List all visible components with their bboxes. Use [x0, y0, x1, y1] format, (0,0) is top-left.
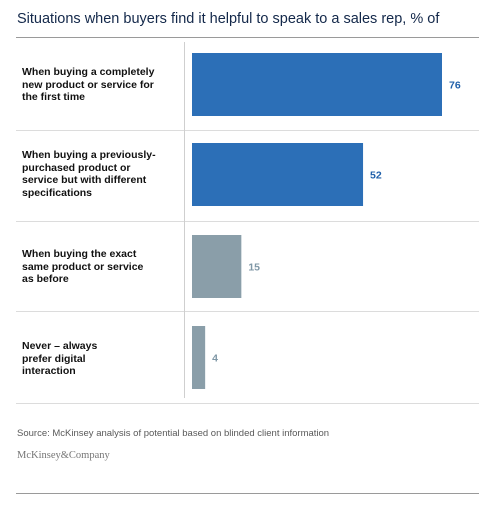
top-rule [16, 37, 479, 38]
category-label-line: Never – always [22, 340, 98, 352]
source-note: Source: McKinsey analysis of potential b… [17, 428, 330, 439]
brand-logo-text: McKinsey&Company [17, 450, 110, 461]
row-separator [16, 221, 479, 222]
category-label-line: service but with different [22, 174, 147, 186]
bar-value-label: 4 [212, 353, 218, 365]
bar-value-label: 76 [449, 80, 461, 92]
category-label: When buying a previously- purchased prod… [22, 149, 177, 199]
row-separator [16, 311, 479, 312]
category-label-line: When buying a completely [22, 66, 155, 78]
category-label-line: new product or service for [22, 78, 154, 91]
bar [192, 53, 442, 116]
category-label-line: same product or service [22, 260, 144, 273]
chart-unit: % of [410, 11, 440, 27]
chart-title-text: Situations when buyers find it helpful t… [17, 11, 407, 27]
category-label: When buying the exact same product or se… [22, 248, 177, 286]
bar [192, 326, 206, 389]
bar [192, 143, 364, 206]
category-label-line: When buying the exact [22, 248, 137, 260]
category-label-line: as before [22, 273, 69, 285]
category-label-line: When buying a previously- [22, 149, 156, 161]
category-label-line: specifications [22, 186, 93, 199]
row-separator [16, 130, 479, 131]
chart-title: Situations when buyers find it helpful t… [17, 11, 439, 27]
bar [192, 235, 242, 298]
category-axis-line [184, 42, 185, 398]
category-label-line: the first time [22, 91, 86, 103]
category-label: When buying a completely new product or … [22, 66, 177, 104]
category-label-line: interaction [22, 365, 76, 377]
bottom-rule [16, 493, 479, 494]
category-label-line: purchased product or [22, 161, 131, 174]
bar-value-label: 52 [370, 170, 382, 182]
row-separator [16, 403, 479, 404]
category-label: Never – always prefer digital interactio… [22, 340, 177, 378]
bar-value-label: 15 [248, 262, 260, 274]
category-label-line: prefer digital [22, 352, 86, 365]
